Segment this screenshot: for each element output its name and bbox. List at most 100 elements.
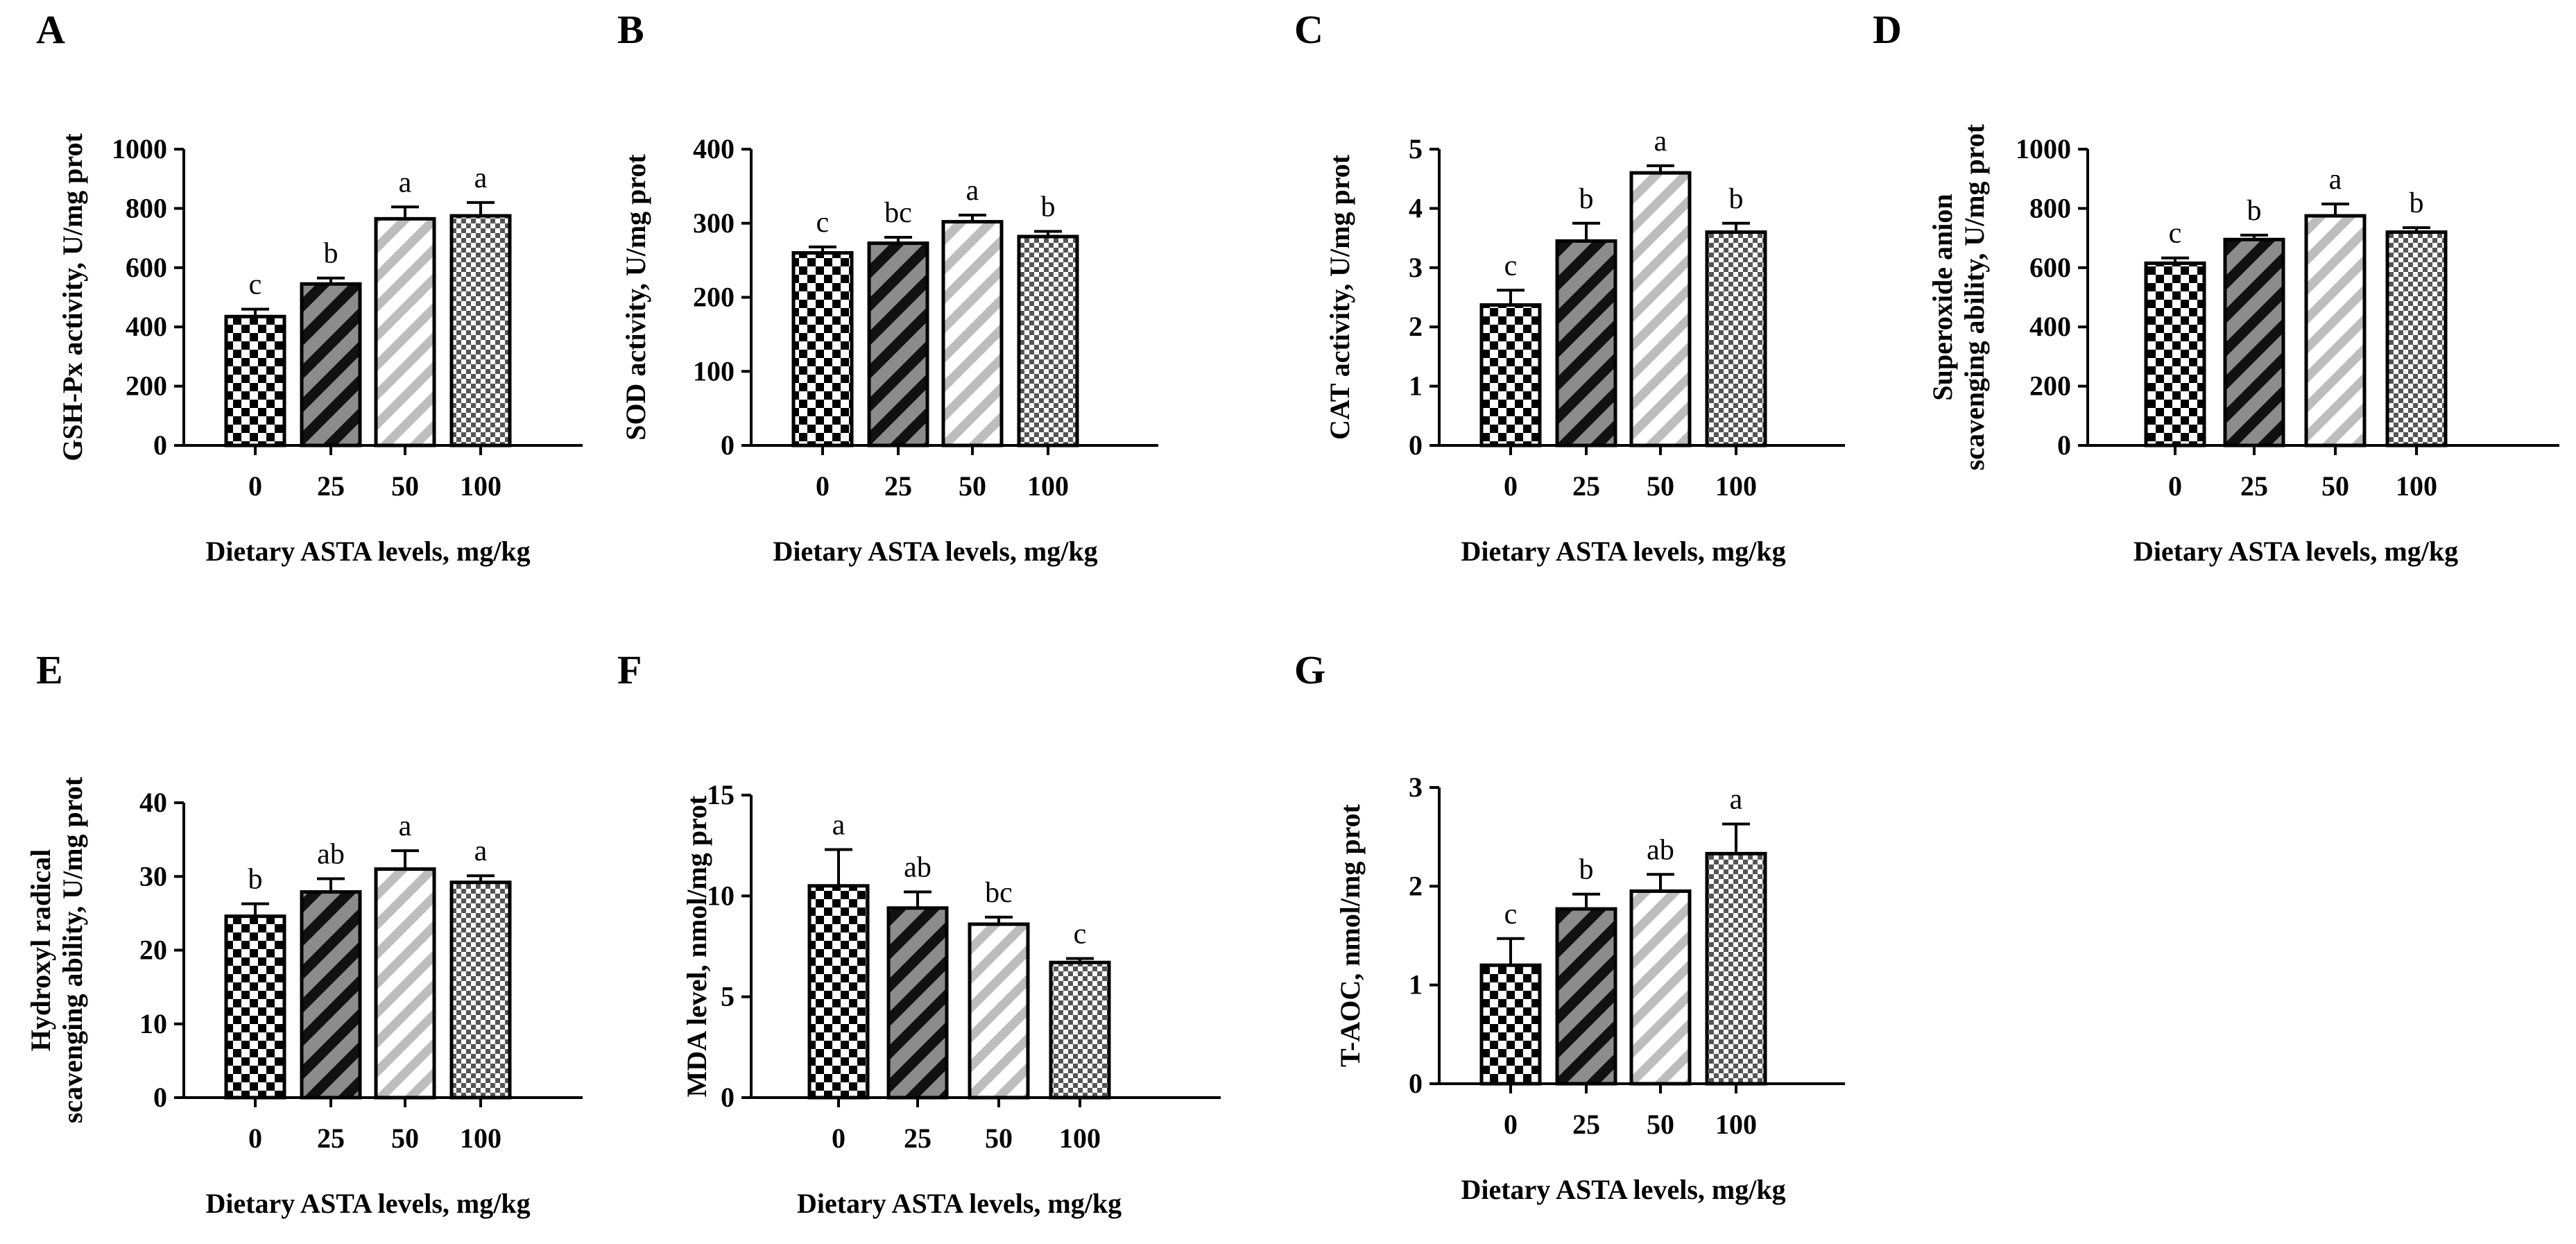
y-tick-label: 800 [2029,192,2071,223]
x-tick-label: 25 [1572,470,1600,502]
significance-label: b [248,864,263,896]
significance-label: c [1504,250,1518,282]
x-axis-title: Dietary ASTA levels, mg/kg [205,1188,530,1219]
y-tick-label: 10 [707,880,735,911]
y-tick-label: 0 [1409,1068,1423,1099]
significance-label: b [2247,195,2262,227]
panel-E: E 0 10 20 30 40 b 0 ab 25 a 50 a 100 Dietary ASTA lev… [25,647,583,1219]
significance-label: b [1579,183,1594,215]
significance-label: a [474,835,488,867]
x-axis-title: Dietary ASTA levels, mg/kg [2133,536,2458,567]
x-tick-label: 25 [317,1123,345,1154]
bar [1705,230,1767,448]
y-tick-label: 100 [693,355,735,386]
significance-label: c [249,269,262,301]
y-axis-title: scavenging ability, U/mg prot [57,776,88,1123]
bar [449,880,512,1100]
y-tick-label: 40 [139,787,167,818]
x-tick-label: 100 [1027,470,1069,502]
y-axis-title: GSH-Px activity, U/mg prot [57,133,88,461]
bar [941,220,1004,448]
x-tick-label: 0 [248,470,262,502]
panel-B: B 0 100 200 300 400 c 0 bc 25 a 50 b 100 Dietary ASTA… [617,7,1158,567]
significance-label: bc [884,197,912,229]
y-axis-title: SOD activity, U/mg prot [620,154,651,441]
y-tick-label: 2 [1409,311,1423,342]
y-tick-label: 600 [2029,252,2071,283]
significance-label: a [832,809,845,841]
y-tick-label: 1 [1409,969,1423,1000]
panel-letter-A: A [36,7,65,52]
panel-letter-D: D [1873,7,1902,52]
y-tick-label: 200 [2029,370,2071,402]
y-tick-label: 20 [139,935,167,966]
y-axis-title: CAT activity, U/mg prot [1324,154,1355,440]
bar [300,282,362,448]
x-tick-label: 100 [460,470,501,502]
x-tick-label: 100 [1715,470,1757,502]
x-axis-title: Dietary ASTA levels, mg/kg [205,536,530,567]
y-axis-title: T-AOC, nmol/mg prot [1334,803,1366,1067]
significance-label: a [399,810,412,842]
y-tick-label: 0 [721,1082,735,1113]
y-tick-label: 200 [693,282,735,313]
significance-label: ab [317,838,345,870]
y-tick-label: 0 [721,429,735,461]
y-tick-label: 0 [153,1082,167,1113]
panel-A: A 0 200 400 600 800 1000 c 0 b 25 a 50 a 100 Dietary A… [36,7,583,567]
x-axis-title: Dietary ASTA levels, mg/kg [797,1188,1122,1219]
y-tick-label: 200 [126,370,167,402]
x-tick-label: 50 [959,470,986,502]
panel-letter-F: F [617,647,642,692]
x-tick-label: 100 [1715,1109,1757,1140]
x-tick-label: 100 [2396,470,2437,502]
panel-G: G 0 1 2 3 c 0 b 25 ab 50 a 100 Dietary ASTA levels, … [1294,647,1845,1205]
y-tick-label: 10 [139,1008,167,1039]
x-tick-label: 100 [1059,1123,1101,1154]
y-tick-label: 400 [126,311,167,342]
bar [2385,230,2448,448]
y-tick-label: 4 [1409,192,1423,223]
y-axis-title: Superoxide anion [1927,194,1958,400]
significance-label: ab [904,852,931,884]
significance-label: c [1074,918,1087,950]
significance-label: bc [985,877,1013,909]
x-tick-label: 0 [816,470,830,502]
significance-label: a [966,175,979,207]
x-tick-label: 25 [884,470,912,502]
y-axis-title: scavenging ability, U/mg prot [1959,123,1990,470]
significance-label: c [1504,898,1518,930]
x-tick-label: 50 [1647,470,1674,502]
y-tick-label: 400 [693,133,735,164]
x-tick-label: 50 [985,1123,1013,1154]
significance-label: a [1654,126,1667,157]
bar [1479,303,1542,448]
x-axis-title: Dietary ASTA levels, mg/kg [1461,536,1785,567]
panel-letter-G: G [1294,647,1325,692]
significance-label: a [2329,164,2342,196]
significance-label: c [816,207,830,239]
bar [1629,171,1692,448]
x-tick-label: 0 [248,1123,262,1154]
significance-label: a [1730,784,1743,816]
bar [2304,214,2367,448]
bar [807,884,870,1100]
bar [2223,237,2285,448]
bar [867,241,929,448]
bar [1049,960,1111,1100]
x-tick-label: 25 [904,1123,931,1154]
significance-label: b [324,238,338,270]
y-tick-label: 2 [1409,870,1423,901]
y-tick-label: 1 [1409,370,1423,402]
x-tick-label: 0 [1504,1109,1518,1140]
panel-letter-C: C [1294,7,1323,52]
bar [791,250,854,448]
bar [1555,907,1617,1086]
bar [374,867,436,1100]
significance-label: b [1041,191,1056,223]
y-tick-label: 5 [1409,133,1423,164]
significance-label: b [1579,854,1594,886]
x-tick-label: 100 [460,1123,501,1154]
y-tick-label: 3 [1409,252,1423,283]
bar [1017,235,1079,448]
